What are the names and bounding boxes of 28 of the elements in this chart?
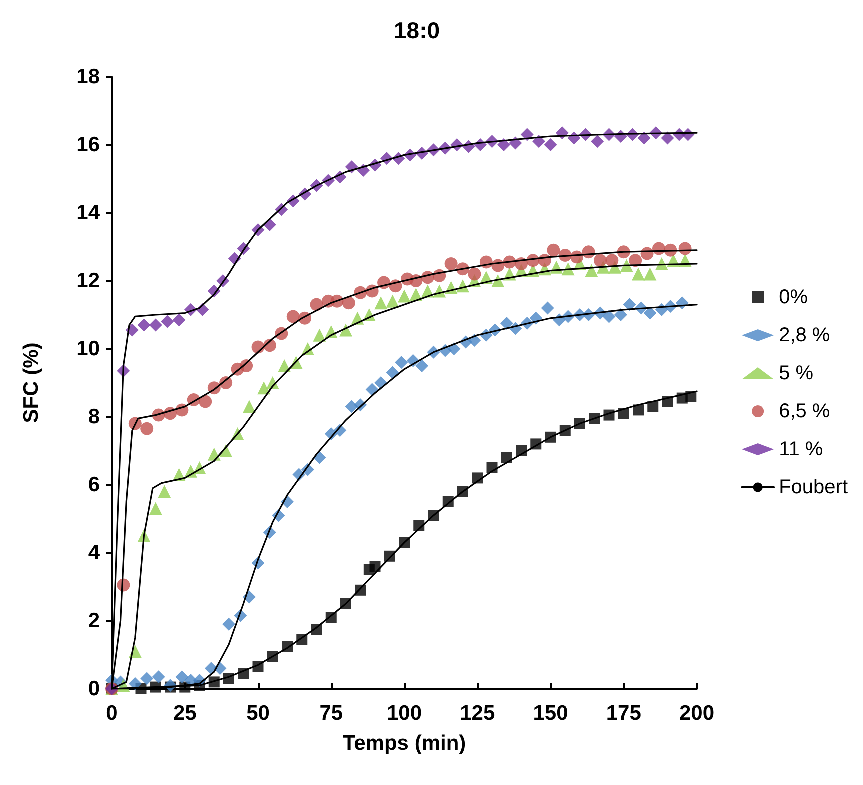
y-tick-label: 18 xyxy=(76,66,100,88)
x-tick-label: 0 xyxy=(106,702,118,725)
y-tick-label: 4 xyxy=(88,542,100,564)
x-tick-label: 150 xyxy=(533,702,568,725)
x-tick-label: 75 xyxy=(320,702,344,725)
y-tick-label: 14 xyxy=(76,202,100,224)
x-tick-label: 25 xyxy=(173,702,198,725)
x-tick-label: 175 xyxy=(606,702,642,725)
legend-label: 2,8 % xyxy=(779,324,830,346)
legend-label: 5 % xyxy=(779,362,814,384)
y-tick-label: 12 xyxy=(76,270,100,292)
x-tick-label: 125 xyxy=(460,702,496,725)
y-tick-label: 16 xyxy=(76,134,100,156)
y-tick-label: 0 xyxy=(88,678,100,700)
y-tick-label: 2 xyxy=(88,610,100,632)
legend-label: 11 % xyxy=(779,438,824,460)
chart-title: 18:0 xyxy=(394,18,440,44)
x-tick-label: 50 xyxy=(246,702,270,725)
x-tick-label: 200 xyxy=(679,702,715,725)
x-axis-title: Temps (min) xyxy=(342,732,466,755)
y-tick-label: 6 xyxy=(88,474,100,496)
legend-label: Foubert xyxy=(779,476,848,498)
y-tick-label: 10 xyxy=(76,338,100,360)
y-tick-label: 8 xyxy=(88,406,100,428)
legend-label: 0% xyxy=(779,286,808,308)
x-tick-label: 100 xyxy=(386,702,422,725)
legend-label: 6,5 % xyxy=(779,400,830,422)
y-axis-title: SFC (%) xyxy=(20,342,43,424)
